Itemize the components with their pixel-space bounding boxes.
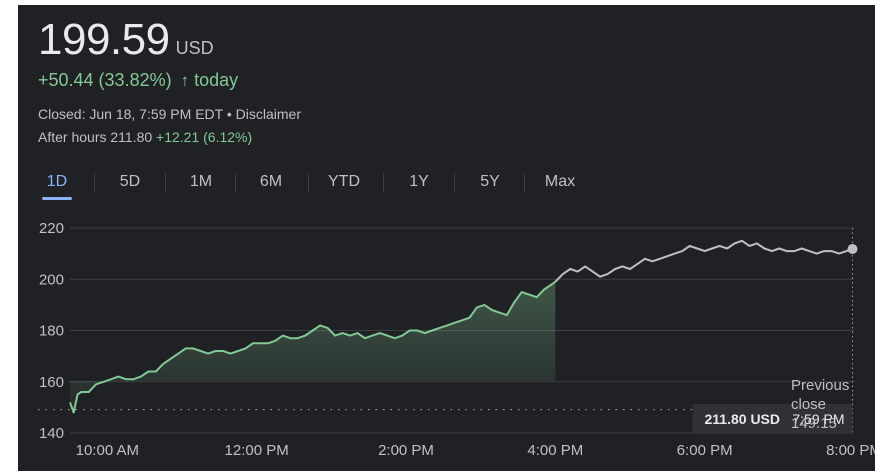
x-tick-label: 4:00 PM [527,442,583,459]
tab-divider [524,173,525,193]
tab-6m[interactable]: 6M [259,173,283,190]
bullet-separator: • [226,106,232,122]
x-tick-label: 10:00 AM [76,442,139,459]
y-tick-label: 180 [39,323,64,340]
tab-1m[interactable]: 1M [189,173,213,190]
tab-5d[interactable]: 5D [119,173,141,190]
x-tick-label: 8:00 PM [826,442,875,459]
previous-close-label: close [791,396,826,413]
after-hours: After hours 211.80 +12.21 (6.12%) [38,129,252,145]
tab-5y[interactable]: 5Y [480,173,500,190]
tab-max[interactable]: Max [544,173,576,190]
tab-divider [94,173,95,193]
market-status: Closed: Jun 18, 7:59 PM EDT • Disclaimer [38,106,301,122]
intraday-price-chart[interactable]: 140 160 180 200 220 10:00 AM 12:00 PM 2:00 PM 4:… [18,5,875,471]
active-tab-indicator [42,197,72,200]
after-hours-line [554,239,853,283]
tooltip-background [692,404,853,434]
closed-text: Closed: Jun 18, 7:59 PM EDT [38,106,223,122]
regular-session-area [70,281,556,413]
tab-divider [235,173,236,193]
price-row: 199.59 USD [38,15,214,65]
disclaimer-link[interactable]: Disclaimer [235,106,301,122]
y-tick-label: 140 [39,425,64,442]
after-hours-change: +12.21 (6.12%) [156,129,253,145]
price-tooltip: 211.80 USD 7:59 PM [692,404,853,434]
arrow-up-icon: ↑ [180,71,190,90]
tab-divider [454,173,455,193]
tab-divider [308,173,309,193]
previous-close-label: Previous [791,377,849,394]
tooltip-value: 211.80 USD [705,411,781,427]
stock-price-card: 199.59 USD +50.44 (33.82%) ↑ today Closed… [18,5,875,471]
tooltip-time: 7:59 PM [792,411,844,427]
regular-session-line [69,280,556,414]
change-value: +50.44 (33.82%) [38,70,172,90]
current-price: 199.59 [38,15,170,64]
currency-label: USD [175,38,214,58]
x-tick-label: 2:00 PM [378,442,434,459]
tab-ytd[interactable]: YTD [328,173,360,190]
daily-change: +50.44 (33.82%) ↑ today [38,70,238,91]
x-tick-label: 12:00 PM [225,442,289,459]
previous-close-label: 149.15 [791,415,837,432]
y-tick-label: 160 [39,374,64,391]
after-hours-label: After hours 211.80 [38,129,153,145]
y-tick-label: 220 [39,220,64,237]
tab-divider [383,173,384,193]
tab-divider [165,173,166,193]
tab-1d[interactable]: 1D [38,169,76,200]
tab-1y[interactable]: 1Y [409,173,429,190]
last-price-dot [847,244,858,255]
y-tick-label: 200 [39,271,64,288]
x-tick-label: 6:00 PM [677,442,733,459]
change-suffix: today [194,70,239,90]
